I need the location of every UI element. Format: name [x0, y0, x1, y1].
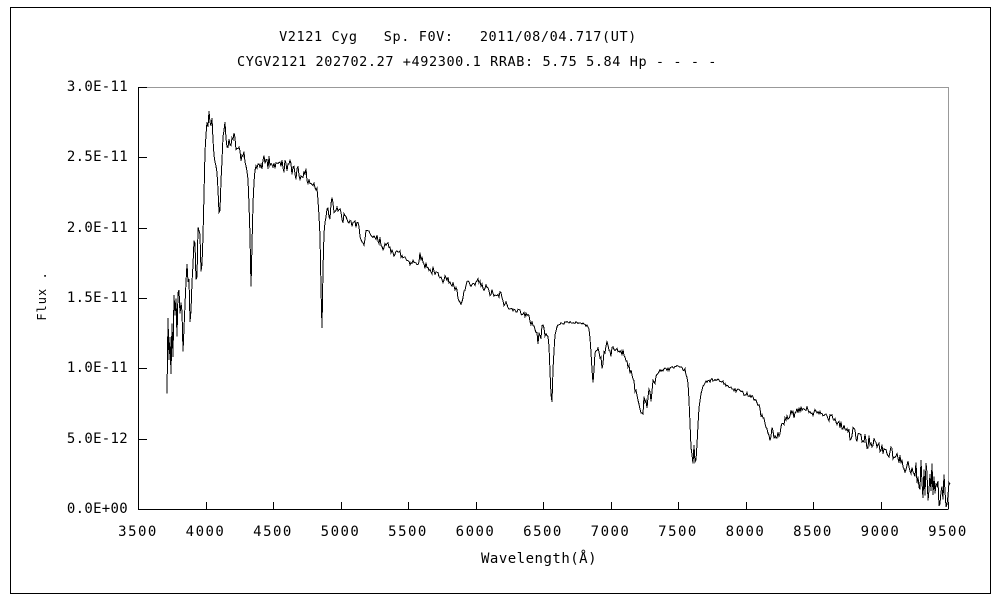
x-tick-label: 9000 — [860, 524, 901, 540]
y-tick-label: 3.0E-11 — [66, 79, 128, 95]
x-tick-label: 5000 — [320, 524, 361, 540]
spectrum-polyline — [166, 111, 951, 508]
x-tick-label: 8000 — [725, 524, 766, 540]
x-tick-label: 4500 — [253, 524, 293, 540]
x-axis-title: Wavelength(Å) — [480, 551, 598, 567]
x-tick-label: 5500 — [388, 524, 428, 540]
y-tick-label: 1.0E-11 — [66, 360, 128, 377]
spectrum-line — [166, 111, 951, 508]
x-tick-label: 9500 — [928, 524, 968, 540]
x-tick-label: 3500 — [118, 524, 158, 540]
x-tick-label: 4000 — [185, 524, 226, 540]
x-tick-label: 6500 — [523, 524, 563, 540]
x-tick-label: 8500 — [793, 524, 833, 540]
chart-title: V2121 Cyg Sp. F0V: 2011/08/04.717(UT) — [279, 29, 637, 45]
x-tick-label: 7000 — [590, 524, 631, 540]
y-axis-title: Flux . — [35, 271, 49, 321]
x-tick-label: 6000 — [455, 524, 496, 540]
chart-subtitle: CYGV2121 202702.27 +492300.1 RRAB: 5.75 … — [236, 54, 718, 70]
y-tick-label: 2.0E-11 — [66, 219, 128, 236]
x-tick-label: 7500 — [658, 524, 698, 540]
y-tick-label: 1.5E-11 — [66, 290, 128, 306]
y-tick-label: 5.0E-12 — [66, 430, 128, 447]
plot-frame — [138, 87, 949, 510]
y-tick-label: 0.0E+00 — [66, 501, 128, 517]
y-tick-label: 2.5E-11 — [66, 149, 128, 166]
axis-ticks — [138, 87, 949, 510]
